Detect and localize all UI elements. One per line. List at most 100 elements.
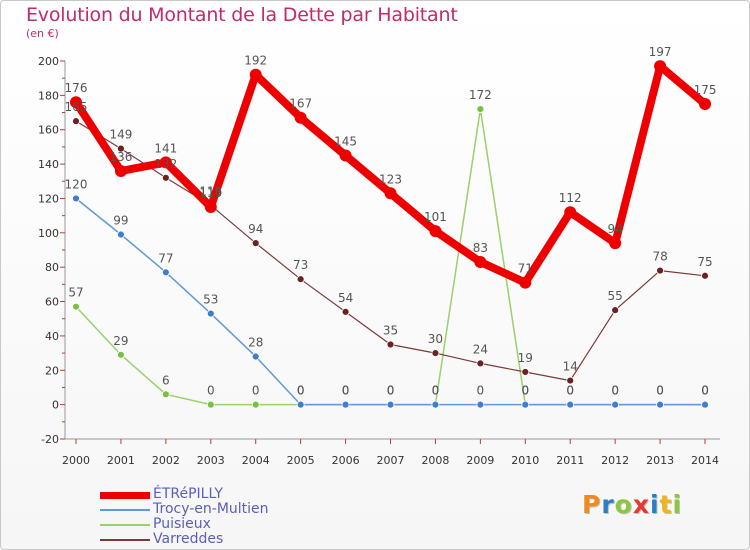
data-point: [72, 194, 80, 203]
y-tick-label: 140: [38, 158, 59, 171]
data-point: [476, 359, 485, 368]
data-label: 112: [559, 191, 582, 205]
logo-letter: t: [659, 490, 673, 519]
data-point: [206, 309, 215, 318]
x-tick-label: 2001: [107, 454, 135, 467]
data-label: 165: [65, 100, 88, 114]
data-point: [341, 307, 350, 316]
data-label: 145: [334, 135, 357, 149]
data-label: 0: [432, 384, 440, 398]
data-point: [384, 187, 397, 200]
x-tick-label: 2009: [466, 454, 494, 467]
data-point: [701, 400, 709, 409]
data-point: [431, 349, 440, 357]
x-tick-label: 2008: [421, 454, 449, 467]
legend-label: ÉTRéPILLY: [153, 486, 223, 502]
data-label: 0: [611, 384, 619, 398]
data-label: 176: [65, 81, 88, 95]
data-point: [431, 400, 440, 409]
data-point: [251, 239, 260, 248]
data-label: 197: [649, 45, 672, 59]
data-point: [117, 350, 125, 359]
data-label: 57: [68, 286, 83, 300]
logo-letter: P: [582, 490, 602, 519]
legend-swatch: [100, 492, 150, 499]
data-label: 0: [611, 384, 619, 398]
data-label: 29: [113, 334, 128, 348]
data-label: 0: [342, 384, 350, 398]
y-tick-label: 20: [45, 364, 59, 377]
data-label: 167: [289, 97, 312, 111]
x-tick-label: 2011: [556, 454, 584, 467]
data-label: 0: [432, 384, 440, 398]
legend-label: Puisieux: [153, 516, 211, 532]
data-label: 0: [387, 384, 395, 398]
data-point: [204, 201, 217, 214]
data-label: 0: [521, 384, 529, 398]
data-point: [701, 271, 709, 280]
data-label: 77: [158, 251, 173, 265]
data-label: 175: [694, 83, 717, 97]
chart-unit-label: (en €): [26, 27, 59, 40]
data-label: 78: [652, 250, 667, 264]
y-tick-label: -20: [41, 433, 59, 446]
x-tick-label: 2010: [511, 454, 539, 467]
chart-title: Evolution du Montant de la Dette par Hab…: [26, 4, 458, 26]
data-label: 132: [154, 157, 177, 171]
data-label: 0: [566, 384, 574, 398]
data-point: [521, 400, 530, 409]
data-label: 0: [297, 384, 305, 398]
y-tick-label: 180: [38, 89, 59, 102]
legend-label: Varreddes: [153, 531, 224, 547]
data-label: 0: [521, 384, 529, 398]
data-point: [476, 400, 485, 409]
data-label: 73: [293, 258, 308, 272]
data-point: [296, 400, 305, 409]
data-label: 0: [252, 384, 260, 398]
proxiti-logo: Proxiti: [582, 490, 682, 519]
data-label: 28: [248, 336, 263, 350]
data-label: 55: [608, 289, 623, 303]
data-point: [117, 144, 125, 153]
data-point: [72, 302, 80, 311]
data-label: 53: [203, 293, 218, 307]
data-point: [474, 256, 487, 269]
data-label: 115: [199, 186, 222, 200]
data-point: [70, 96, 82, 109]
data-label: 0: [297, 384, 305, 398]
data-label: 19: [518, 351, 533, 365]
data-label: 120: [65, 177, 88, 191]
data-point: [294, 111, 307, 124]
data-point: [654, 60, 667, 73]
y-tick-label: 120: [38, 192, 59, 205]
data-label: 30: [428, 332, 443, 346]
data-point: [161, 390, 170, 399]
y-tick-label: 40: [45, 330, 59, 343]
y-tick-label: 200: [38, 55, 59, 68]
x-tick-label: 2013: [646, 454, 674, 467]
data-point: [521, 368, 530, 376]
x-tick-label: 2000: [62, 454, 90, 467]
x-tick-label: 2005: [287, 454, 315, 467]
data-label: 71: [518, 262, 533, 276]
data-label: 123: [379, 172, 402, 186]
data-point: [114, 164, 127, 177]
data-label: 94: [248, 222, 263, 236]
data-point: [296, 275, 305, 284]
data-point: [519, 276, 532, 289]
data-label: 136: [109, 150, 132, 164]
data-label: 101: [424, 210, 447, 224]
data-point: [161, 268, 170, 277]
x-tick-label: 2003: [197, 454, 225, 467]
data-point: [564, 206, 577, 219]
data-point: [72, 117, 80, 126]
legend-swatch: [100, 524, 150, 526]
data-point: [611, 400, 620, 409]
data-label: 141: [154, 141, 177, 155]
data-point: [386, 400, 395, 409]
data-point: [566, 400, 575, 409]
data-label: 0: [656, 384, 664, 398]
x-tick-label: 2014: [691, 454, 719, 467]
